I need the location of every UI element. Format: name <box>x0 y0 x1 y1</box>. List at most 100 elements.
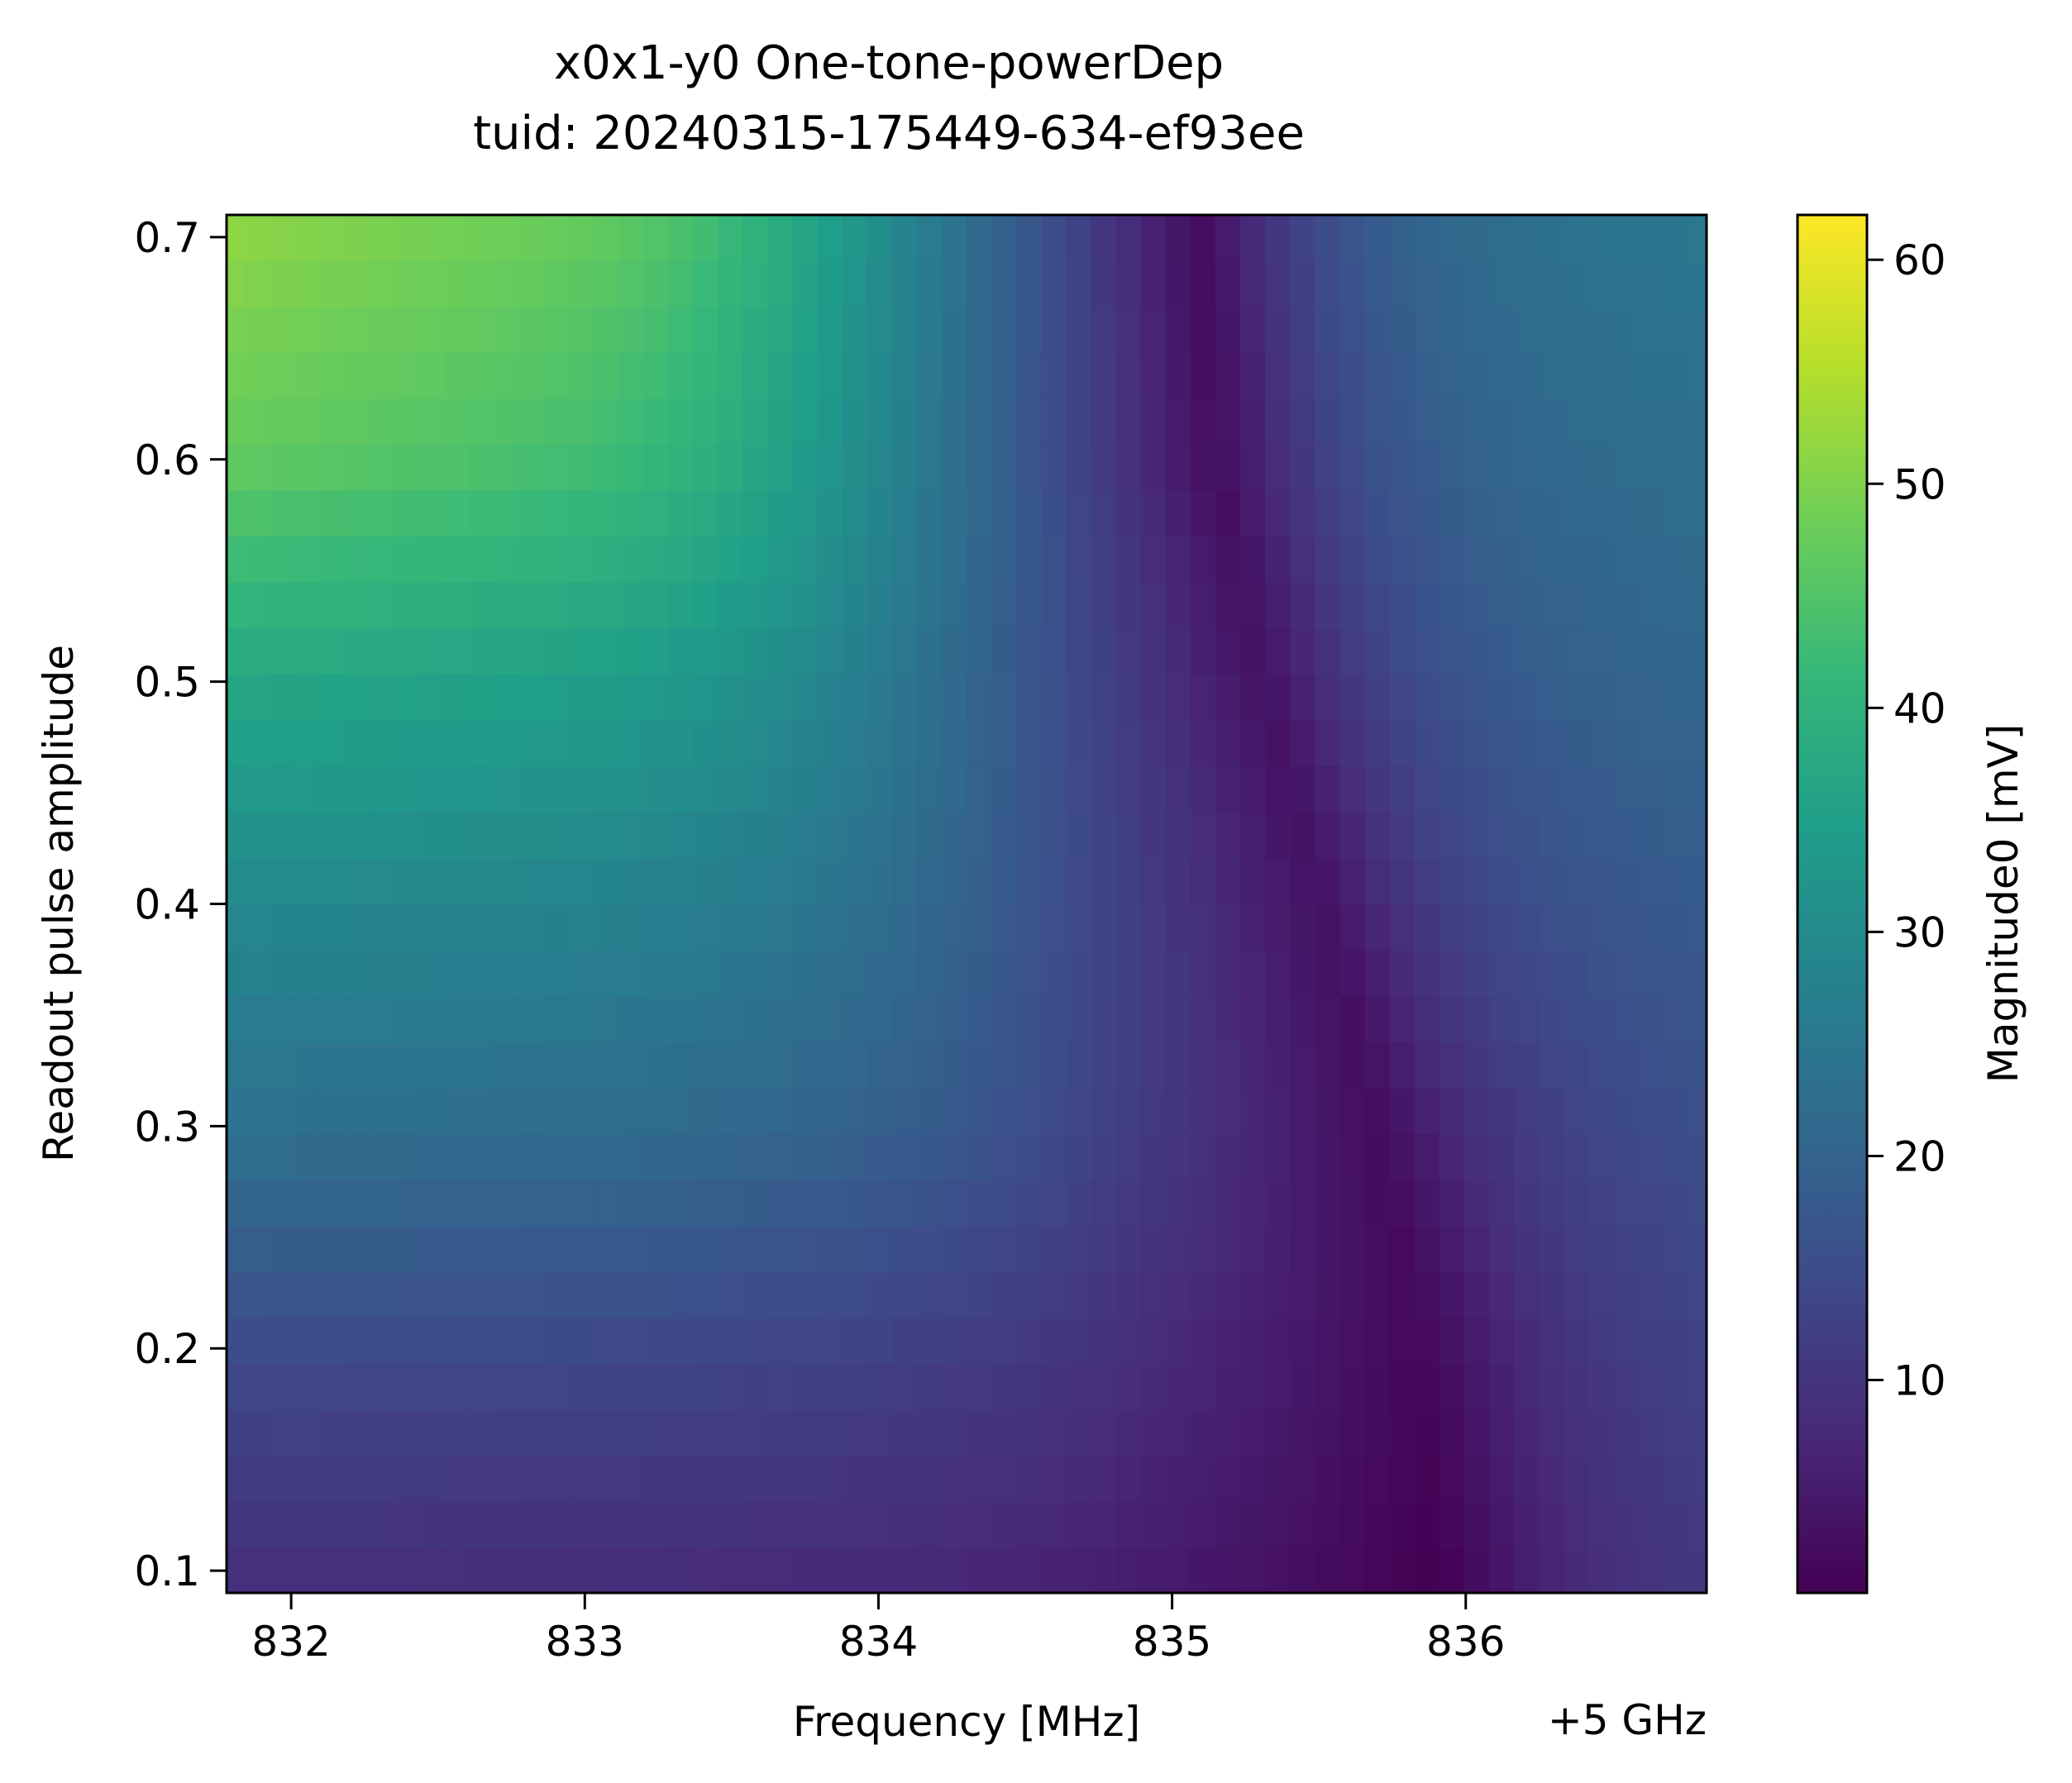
heatmap-cell <box>817 306 843 353</box>
heatmap-cell <box>1290 1318 1315 1365</box>
heatmap-cell <box>1115 1133 1142 1180</box>
heatmap-cell <box>1389 306 1416 353</box>
heatmap-cell <box>867 1547 893 1594</box>
heatmap-cell <box>1190 398 1216 445</box>
heatmap-cell <box>227 260 246 307</box>
heatmap-cell <box>1364 489 1391 537</box>
heatmap-cell <box>1688 1088 1707 1135</box>
heatmap-cell <box>991 1225 1017 1273</box>
heatmap-cell <box>1688 1501 1707 1548</box>
heatmap-cell <box>1588 1318 1615 1365</box>
heatmap-cell <box>1115 857 1142 905</box>
heatmap-cell <box>916 351 943 399</box>
heatmap-cell <box>518 765 544 813</box>
heatmap-cell <box>991 1271 1017 1318</box>
heatmap-cell <box>1414 674 1440 721</box>
heatmap-cell <box>1439 674 1465 721</box>
heatmap-cell <box>568 351 594 399</box>
heatmap-cell <box>842 1133 868 1180</box>
heatmap-cell <box>1514 765 1540 813</box>
heatmap-cell <box>1588 1042 1615 1089</box>
heatmap-cell <box>967 765 992 813</box>
heatmap-cell <box>1489 765 1515 813</box>
heatmap-cell <box>270 857 295 905</box>
heatmap-cell <box>967 582 992 629</box>
heatmap-cell <box>1339 1133 1366 1180</box>
heatmap-cell <box>891 1088 918 1135</box>
heatmap-cell <box>991 674 1017 721</box>
heatmap-cell <box>294 674 321 721</box>
heatmap-cell <box>1414 1501 1440 1548</box>
heatmap-cell <box>593 489 619 537</box>
heatmap-cell <box>344 1363 370 1411</box>
heatmap-cell <box>867 489 893 537</box>
heatmap-cell <box>418 215 445 261</box>
heatmap-cell <box>667 1318 694 1365</box>
heatmap-cell <box>642 260 669 307</box>
heatmap-cell <box>1115 1456 1142 1503</box>
heatmap-cell <box>1489 444 1515 491</box>
heatmap-cell <box>1339 306 1366 353</box>
heatmap-cell <box>1265 995 1291 1042</box>
heatmap-cell <box>967 857 992 905</box>
heatmap-cell <box>967 1501 992 1548</box>
heatmap-cell <box>1588 812 1615 859</box>
heatmap-cell <box>227 1088 246 1135</box>
heatmap-cell <box>1165 1456 1191 1503</box>
heatmap-cell <box>543 627 570 675</box>
heatmap-cell <box>667 1501 694 1548</box>
heatmap-cell <box>227 306 246 353</box>
heatmap-cell <box>1414 1271 1440 1318</box>
heatmap-cell <box>227 995 246 1042</box>
heatmap-cell <box>718 1318 743 1365</box>
heatmap-cell <box>1066 1180 1092 1227</box>
heatmap-cell <box>1290 1547 1315 1594</box>
heatmap-cell <box>891 765 918 813</box>
heatmap-cell <box>1215 1318 1241 1365</box>
heatmap-cell <box>1290 536 1315 583</box>
heatmap-cell <box>1215 398 1241 445</box>
heatmap-cell <box>1215 674 1241 721</box>
heatmap-cell <box>1066 857 1092 905</box>
heatmap-cell <box>543 1271 570 1318</box>
heatmap-cell <box>1463 351 1490 399</box>
heatmap-cell <box>991 1456 1017 1503</box>
heatmap-cell <box>618 903 644 951</box>
heatmap-cell <box>568 582 594 629</box>
heatmap-cell <box>767 719 793 767</box>
heatmap-cell <box>1463 1042 1490 1089</box>
heatmap-cell <box>1514 674 1540 721</box>
heatmap-cell <box>1564 306 1590 353</box>
heatmap-cell <box>618 582 644 629</box>
heatmap-cell <box>692 260 719 307</box>
x-tick-label: 836 <box>1426 1618 1505 1666</box>
heatmap-cell <box>369 582 395 629</box>
heatmap-cell <box>1290 812 1315 859</box>
y-tick-label: 0.3 <box>134 1103 200 1151</box>
heatmap-cell <box>443 1318 470 1365</box>
heatmap-cell <box>1663 1225 1689 1273</box>
heatmap-cell <box>1215 351 1241 399</box>
heatmap-cell <box>916 719 943 767</box>
heatmap-cell <box>227 812 246 859</box>
heatmap-cell <box>1613 1501 1640 1548</box>
heatmap-cell <box>1041 857 1067 905</box>
heatmap-cell <box>867 950 893 997</box>
heatmap-cell <box>1564 1547 1590 1594</box>
heatmap-cell <box>1066 306 1092 353</box>
heatmap-cell <box>443 1456 470 1503</box>
heatmap-cell <box>842 857 868 905</box>
heatmap-cell <box>1315 536 1341 583</box>
heatmap-cell <box>1389 1501 1416 1548</box>
heatmap-cell <box>718 1088 743 1135</box>
heatmap-cell <box>1539 1363 1564 1411</box>
heatmap-cell <box>494 1363 519 1411</box>
heatmap-cell <box>718 719 743 767</box>
heatmap-cell <box>443 351 470 399</box>
heatmap-cell <box>1215 903 1241 951</box>
heatmap-cell <box>1091 398 1117 445</box>
heatmap-cell <box>1539 1318 1564 1365</box>
heatmap-cell <box>1364 674 1391 721</box>
heatmap-cell <box>1315 995 1341 1042</box>
heatmap-cell <box>1638 1088 1664 1135</box>
